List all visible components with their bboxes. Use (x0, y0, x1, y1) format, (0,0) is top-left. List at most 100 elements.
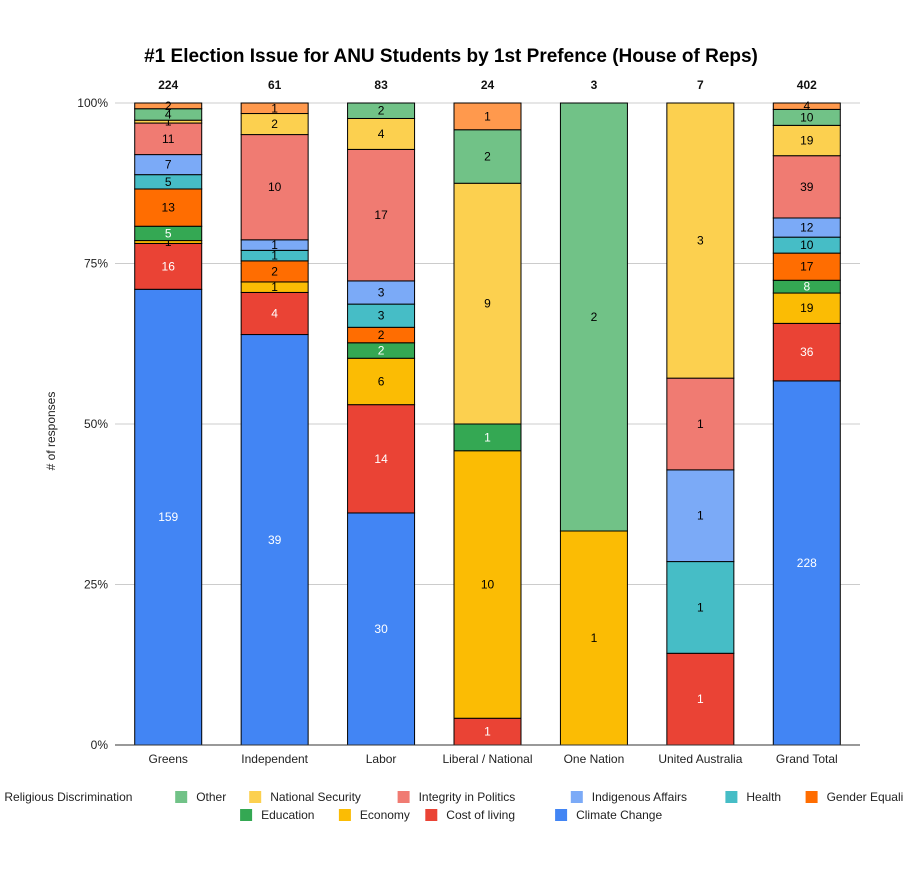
segment-value-label: 1 (697, 600, 704, 614)
segment-value-label: 1 (697, 509, 704, 523)
segment-value-label: 1 (484, 109, 491, 123)
bar-total-label: 7 (697, 78, 704, 92)
bar-segment (453, 717, 522, 746)
y-tick-label: 100% (77, 96, 108, 110)
bar-segment (347, 117, 416, 150)
segment-value-label: 8 (803, 280, 810, 294)
legend-label: Gender Equality (827, 790, 903, 804)
x-category-label: Independent (241, 752, 308, 766)
segment-value-label: 2 (484, 150, 491, 164)
segment-value-label: 19 (800, 301, 814, 315)
segment-value-label: 9 (484, 297, 491, 311)
x-category-label: United Australia (658, 752, 742, 766)
segment-value-label: 1 (697, 417, 704, 431)
bar-segment (240, 102, 309, 115)
segment-value-label: 228 (797, 556, 817, 570)
legend-label: Economy (360, 808, 410, 822)
segment-value-label: 10 (800, 238, 814, 252)
legend-label: Indigenous Affairs (592, 790, 687, 804)
segment-value-label: 1 (484, 725, 491, 739)
segment-value-label: 4 (165, 107, 172, 121)
x-axis-categories: Greens Independent Labor Liberal / National… (149, 752, 838, 766)
segment-value-label: 2 (271, 264, 278, 278)
legend-label: National Security (270, 790, 361, 804)
legend-swatch (240, 809, 253, 821)
segment-value-label: 14 (374, 452, 388, 466)
bar-segment (347, 102, 416, 119)
bar-segment (666, 377, 735, 471)
segment-value-label: 3 (378, 309, 385, 323)
bar-segment (240, 291, 309, 336)
segment-value-label: 4 (271, 306, 278, 320)
bar-totals: 224 61 83 24 3 7 402 (158, 78, 817, 92)
legend-swatch (555, 809, 568, 821)
segment-value-label: 10 (268, 180, 282, 194)
segment-value-label: 1 (591, 631, 598, 645)
bar-segment (666, 102, 735, 379)
bar-total-label: 24 (481, 78, 495, 92)
segment-value-label: 11 (162, 132, 175, 146)
segment-value-label: 3 (378, 286, 385, 300)
bar-total-label: 61 (268, 78, 282, 92)
segment-value-label: 2 (378, 344, 385, 358)
y-tick-label: 25% (84, 578, 108, 592)
legend-swatch (725, 791, 738, 803)
segment-value-label: 5 (165, 175, 172, 189)
segment-value-label: 39 (800, 180, 814, 194)
segment-value-label: 12 (800, 221, 814, 235)
legend: Religious Discrimination Other National Se… (4, 790, 903, 822)
x-category-label: Labor (366, 752, 397, 766)
bar-total-label: 224 (158, 78, 178, 92)
legend-swatch (570, 791, 583, 803)
segment-value-label: 7 (165, 158, 172, 172)
segment-value-label: 17 (374, 208, 388, 222)
legend-label: Other (196, 790, 226, 804)
bars: 1591615135711142394121110213014622331742… (134, 99, 841, 746)
legend-swatch (805, 791, 818, 803)
bar-segment (347, 357, 416, 406)
bar-segment (772, 124, 841, 157)
bar-segment (772, 292, 841, 324)
segment-value-label: 1 (165, 115, 172, 129)
segment-value-label: 10 (800, 110, 814, 124)
segment-value-label: 5 (165, 226, 172, 240)
legend-label: Education (261, 808, 314, 822)
segment-value-label: 4 (378, 127, 385, 141)
bar-segment (134, 242, 203, 290)
legend-label: Religious Discrimination (4, 790, 132, 804)
legend-label: Health (746, 790, 781, 804)
segment-value-label: 2 (378, 104, 385, 118)
x-category-label: One Nation (564, 752, 625, 766)
legend-swatch (338, 809, 351, 821)
segment-value-label: 1 (271, 249, 278, 263)
bar-segment (666, 561, 735, 654)
bar-total-label: 83 (374, 78, 388, 92)
bar-segment (559, 102, 628, 532)
segment-value-label: 1 (271, 101, 278, 115)
segment-value-label: 36 (800, 345, 814, 359)
bar-segment (240, 134, 309, 241)
segment-value-label: 4 (803, 99, 810, 113)
bar-segment (134, 122, 203, 156)
segment-value-label: 1 (165, 235, 172, 249)
bar-segment (347, 512, 416, 746)
bar-segment (347, 404, 416, 514)
bar-total-label: 3 (591, 78, 598, 92)
y-axis-label: # of responses (44, 392, 58, 471)
legend-label: Cost of living (446, 808, 515, 822)
y-tick-label: 50% (84, 417, 108, 431)
legend-swatch (425, 809, 438, 821)
segment-value-label: 6 (378, 374, 385, 388)
segment-value-label: 159 (158, 510, 178, 524)
x-category-label: Grand Total (776, 752, 838, 766)
segment-value-label: 10 (481, 578, 495, 592)
segment-value-label: 2 (378, 328, 385, 342)
segment-value-label: 13 (162, 201, 176, 215)
x-category-label: Greens (149, 752, 188, 766)
legend-swatch (249, 791, 262, 803)
bar-segment (240, 334, 309, 746)
y-axis-ticks: 0% 25% 50% 75% 100% (77, 96, 108, 752)
chart-title: #1 Election Issue for ANU Students by 1s… (144, 46, 758, 67)
legend-swatch (175, 791, 188, 803)
segment-value-label: 19 (800, 134, 814, 148)
